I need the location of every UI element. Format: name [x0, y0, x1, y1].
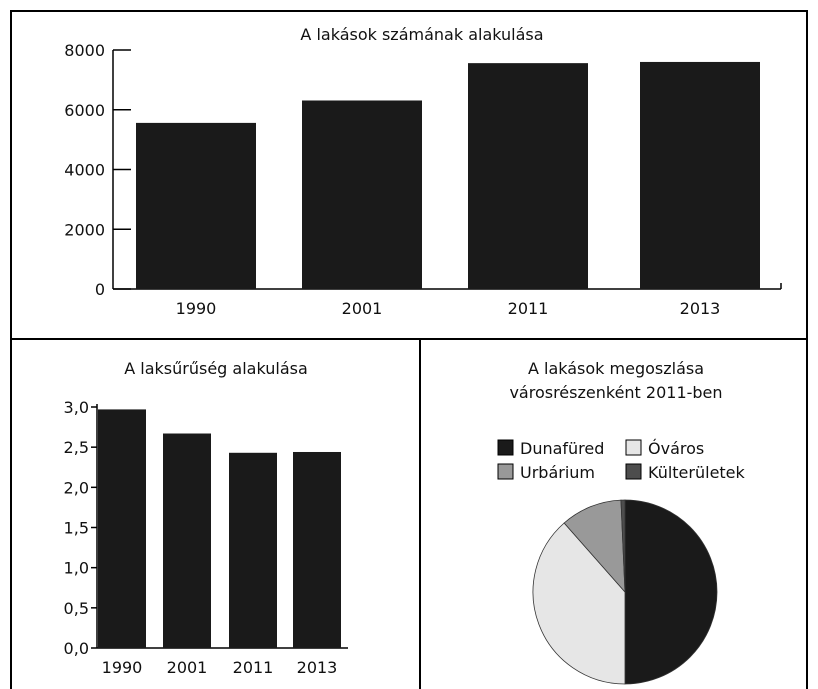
chart3-legend-swatch-2 — [497, 463, 514, 480]
chart1-bar-2013 — [640, 61, 760, 290]
chart3-legend-label-1: Óváros — [648, 439, 704, 458]
chart1-x-label-3: 2013 — [680, 299, 721, 318]
chart3-legend-label-3: Külterületek — [648, 463, 746, 482]
chart1-y-ticks: 0 2000 4000 6000 8000 — [64, 41, 131, 299]
chart1-title: A lakások számának alakulása — [300, 25, 543, 44]
chart1-y-tick-label-4: 8000 — [64, 41, 105, 60]
chart3-title-line2: városrészenként 2011-ben — [509, 383, 722, 402]
chart1-bars — [136, 61, 760, 290]
frame-top-panel — [10, 10, 808, 340]
chart3-legend: Dunafüred Óváros Urbárium Külterületek — [497, 439, 746, 482]
chart2-y-tick-label-0: 0,0 — [64, 639, 89, 658]
chart1-y-tick-label-2: 4000 — [64, 161, 105, 180]
chart-housing-count: A lakások számának alakulása 0 2000 4000 60… — [64, 25, 782, 318]
chart3-legend-swatch-0 — [497, 439, 514, 456]
chart2-bar-2011 — [229, 452, 277, 648]
chart1-y-tick-label-1: 2000 — [64, 220, 105, 239]
chart3-legend-label-2: Urbárium — [520, 463, 595, 482]
chart2-y-tick-label-4: 2,0 — [64, 478, 89, 497]
chart-housing-distribution: A lakások megoszlása városrészenként 201… — [497, 359, 746, 685]
chart2-y-tick-label-3: 1,5 — [64, 519, 89, 538]
chart2-title: A laksűrűség alakulása — [124, 359, 308, 378]
chart1-bar-2011 — [468, 63, 588, 289]
chart1-bar-1990 — [136, 122, 256, 290]
chart3-slice-Külterületek — [620, 499, 626, 593]
chart-occupancy-density: A laksűrűség alakulása 0,0 0,5 1,0 1,5 2,0 2,… — [64, 359, 348, 677]
chart2-bar-2001 — [163, 433, 211, 648]
chart3-title-line1: A lakások megoszlása — [528, 359, 704, 378]
chart2-y-tick-label-1: 0,5 — [64, 599, 89, 618]
chart2-x-label-1: 2001 — [167, 658, 208, 677]
chart2-bars — [98, 409, 341, 648]
chart1-x-labels: 1990 2001 2011 2013 — [176, 299, 721, 318]
chart1-y-tick-label-3: 6000 — [64, 101, 105, 120]
chart2-x-label-2: 2011 — [233, 658, 274, 677]
chart2-x-label-3: 2013 — [297, 658, 338, 677]
chart3-legend-swatch-3 — [625, 463, 642, 480]
chart2-y-tick-label-5: 2,5 — [64, 438, 89, 457]
chart2-y-ticks: 0,0 0,5 1,0 1,5 2,0 2,5 3,0 — [64, 398, 97, 658]
chart2-x-labels: 1990 2001 2011 2013 — [102, 658, 338, 677]
chart2-y-tick-label-2: 1,0 — [64, 559, 89, 578]
chart2-bar-2013 — [293, 451, 341, 648]
chart3-legend-label-0: Dunafüred — [520, 439, 604, 458]
chart3-legend-swatch-1 — [625, 439, 642, 456]
chart1-x-label-0: 1990 — [176, 299, 217, 318]
chart3-slice-Dunafüred — [624, 499, 718, 685]
chart1-y-tick-label-0: 0 — [95, 280, 105, 299]
chart1-x-label-1: 2001 — [342, 299, 383, 318]
chart2-x-label-0: 1990 — [102, 658, 143, 677]
chart2-bar-1990 — [98, 409, 146, 648]
chart2-y-tick-label-6: 3,0 — [64, 398, 89, 417]
chart3-slice-Óváros — [532, 522, 626, 685]
chart1-bar-2001 — [302, 100, 422, 290]
chart3-pie — [532, 499, 718, 685]
chart1-x-label-2: 2011 — [508, 299, 549, 318]
